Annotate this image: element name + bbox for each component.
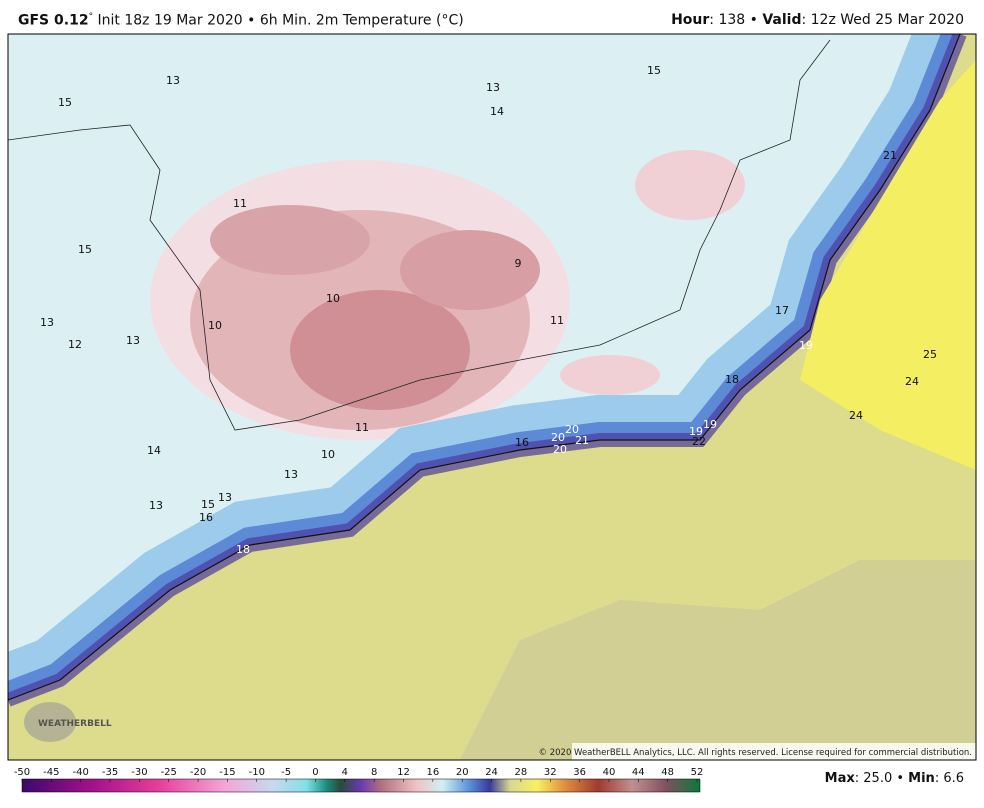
- map-frame: [7, 33, 977, 761]
- max: : 25.0 •: [854, 771, 909, 786]
- colorbar-tick-label: -35: [102, 767, 118, 778]
- run: Init 18z 19 Mar 2020 • 6h Min. 2m Temper…: [97, 12, 464, 29]
- valid: : 12z Wed 25 Mar 2020: [801, 12, 964, 28]
- map-label: 13: [40, 316, 54, 329]
- map-label: 15: [58, 96, 72, 109]
- map-label: 12: [68, 338, 82, 351]
- map-label: 10: [326, 292, 340, 305]
- header-left: GFS 0.12° Init 18z 19 Mar 2020 • 6h Min.…: [18, 12, 464, 29]
- max-key: Max: [824, 771, 855, 786]
- map-label: 18: [725, 373, 739, 386]
- map-label: 15: [78, 243, 92, 256]
- map-label: 18: [236, 543, 250, 556]
- colorbar-tick-label: 32: [544, 767, 557, 778]
- map-label: 10: [208, 319, 222, 332]
- map-label: 25: [923, 348, 937, 361]
- degree: °: [88, 12, 94, 22]
- colorbar-tick-label: 8: [371, 767, 377, 778]
- colorbar-tick-label: -40: [73, 767, 89, 778]
- map-label: 21: [883, 149, 897, 162]
- map-label: 14: [490, 105, 504, 118]
- colorbar-tick-label: -10: [249, 767, 265, 778]
- map-label: 13: [149, 499, 163, 512]
- footer: Max: 25.0 • Min: 6.6: [825, 771, 964, 786]
- map-label: 13: [126, 334, 140, 347]
- colorbar-tick-label: 0: [312, 767, 318, 778]
- copyright: © 2020 WeatherBELL Analytics, LLC. All r…: [539, 748, 972, 758]
- map-field: [8, 34, 976, 760]
- map-label: 17: [775, 304, 789, 317]
- colorbar-tick-label: -50: [14, 767, 30, 778]
- colorbar-tick-label: 24: [485, 767, 498, 778]
- colorbar-tick-label: 52: [691, 767, 704, 778]
- colorbar-tick-label: -15: [219, 767, 235, 778]
- colorbar-tick-label: 4: [342, 767, 348, 778]
- map-label: 13: [166, 74, 180, 87]
- colorbar-tick-label: 40: [603, 767, 616, 778]
- map-label: 14: [147, 444, 161, 457]
- map-label: 13: [218, 491, 232, 504]
- colorbar-tick-label: -30: [131, 767, 147, 778]
- map-label: 16: [199, 511, 213, 524]
- map-label: 11: [355, 421, 369, 434]
- colorbar-tick-label: 36: [573, 767, 586, 778]
- colorbar-tick-label: 12: [397, 767, 410, 778]
- header-right: Hour: 138 • Valid: 12z Wed 25 Mar 2020: [671, 12, 964, 28]
- map-label: 15: [647, 64, 661, 77]
- colorbar-tick-label: -25: [161, 767, 177, 778]
- colorbar-tick-label: -5: [281, 767, 291, 778]
- colorbar-tick-label: -20: [190, 767, 206, 778]
- map-label: 16: [515, 436, 529, 449]
- map-label: 21: [575, 434, 589, 447]
- map-label: 20: [551, 431, 565, 444]
- model: GFS 0.12: [18, 12, 89, 29]
- colorbar-tick-label: -45: [43, 767, 59, 778]
- colorbar-tick-label: 28: [515, 767, 528, 778]
- map-label: 24: [905, 375, 919, 388]
- map-label: 15: [201, 498, 215, 511]
- map-label: 19: [799, 339, 813, 352]
- min: : 6.6: [934, 771, 964, 786]
- map-label: 20: [565, 423, 579, 436]
- colorbar-tick-label: 20: [456, 767, 469, 778]
- map-label: 9: [515, 257, 522, 270]
- colorbar-tick-label: 16: [427, 767, 440, 778]
- map-label: 11: [233, 197, 247, 210]
- map-label: 19: [689, 425, 703, 438]
- map-label: 19: [703, 418, 717, 431]
- valid-key: Valid: [762, 12, 802, 28]
- logo: WEATHERBELL: [38, 719, 112, 729]
- map-label: 20: [553, 443, 567, 456]
- colorbar-tick-label: 48: [661, 767, 674, 778]
- map-label: 13: [284, 468, 298, 481]
- colorbar: [21, 778, 701, 793]
- hour: : 138 •: [709, 12, 763, 28]
- hour-key: Hour: [671, 12, 710, 28]
- colorbar-tick-label: 44: [632, 767, 645, 778]
- map-label: 11: [550, 314, 564, 327]
- min-key: Min: [908, 771, 935, 786]
- map-label: 24: [849, 409, 863, 422]
- map-label: 13: [486, 81, 500, 94]
- map-label: 22: [692, 435, 706, 448]
- map-label: 10: [321, 448, 335, 461]
